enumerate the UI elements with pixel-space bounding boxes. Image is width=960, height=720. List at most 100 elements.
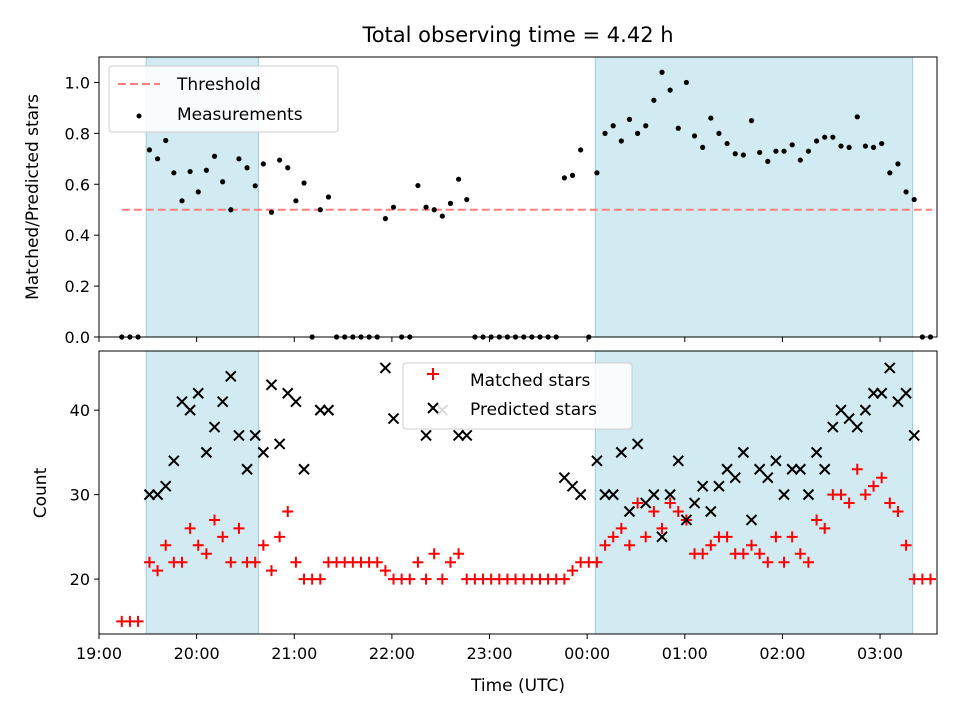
top-y-tick-label: 1.0 (65, 73, 90, 92)
matched-stars-point (892, 506, 904, 518)
measurement-point (765, 158, 771, 164)
measurement-point (602, 130, 608, 136)
predicted-stars-point (737, 446, 750, 459)
matched-stars-point (884, 497, 896, 509)
measurement-point (154, 156, 161, 162)
predicted-stars-point (200, 446, 213, 459)
measurement-point (911, 196, 917, 203)
predicted-stars-point (631, 438, 644, 450)
measurement-point (903, 189, 909, 195)
measurement-point (325, 194, 332, 200)
predicted-stars-point (875, 387, 888, 399)
bottom-x-tick-label: 02:00 (759, 644, 805, 663)
measurement-point (203, 167, 209, 173)
measurements-legend-swatch (136, 113, 142, 119)
predicted-stars-point (705, 505, 717, 518)
measurement-point (643, 123, 649, 129)
predicted-stars-point (884, 362, 896, 374)
measurement-point (220, 179, 226, 185)
predicted-stars-point (216, 395, 229, 408)
matched-stars-point (184, 522, 196, 534)
matched-stars-point (819, 522, 831, 534)
matched-stars-point (811, 514, 823, 526)
matched-stars-point (843, 497, 855, 509)
measurement-point (651, 97, 657, 103)
matched-stars-point (371, 556, 383, 568)
measurement-point (716, 130, 722, 136)
predicted-stars-point (192, 387, 204, 399)
measurement-point (854, 114, 860, 120)
measurement-point (268, 209, 275, 215)
matched-legend-label: Matched stars (470, 371, 590, 391)
predicted-stars-point (379, 362, 392, 374)
measurement-point (773, 148, 779, 154)
matched-stars-point (444, 556, 456, 568)
matched-stars-point (672, 506, 684, 518)
measurement-point (675, 125, 681, 131)
measurement-point (447, 200, 454, 206)
predicted-stars-point (713, 480, 725, 492)
matched-stars-point (265, 565, 277, 577)
measurement-point (423, 204, 429, 210)
measurement-point (163, 137, 169, 144)
matched-stars-point (737, 548, 749, 560)
measurement-point (732, 151, 738, 157)
measurement-point (895, 161, 901, 167)
matched-stars-point (859, 489, 871, 501)
matched-stars-point (160, 539, 172, 551)
predicted-stars-point (802, 488, 815, 501)
matched-stars-point (851, 463, 863, 475)
bottom-y-tick-label: 30 (70, 486, 90, 505)
measurement-point (211, 153, 218, 159)
top-y-tick-label: 0.4 (65, 226, 90, 245)
measurement-point (236, 156, 242, 162)
top-y-tick-label: 0.8 (65, 124, 90, 143)
measurement-point (195, 189, 201, 195)
matched-stars-point (558, 573, 570, 585)
matched-stars-point (436, 573, 448, 585)
matched-stars-point (420, 573, 432, 585)
matched-stars-point (591, 556, 603, 568)
measurement-point (822, 134, 828, 140)
matched-stars-point (786, 531, 798, 543)
bottom-x-tick-label: 01:00 (662, 644, 708, 663)
predicted-stars-point (249, 429, 261, 442)
predicted-stars-point (420, 429, 432, 442)
predicted-stars-point (208, 421, 221, 433)
measurement-point (724, 140, 730, 147)
predicted-stars-point (900, 387, 912, 399)
matched-stars-point (176, 556, 188, 568)
matched-stars-point (599, 539, 611, 551)
measurement-point (301, 180, 307, 186)
matched-stars-point (900, 539, 912, 551)
predicted-stars-point (273, 438, 286, 450)
matched-stars-point (705, 539, 717, 551)
matched-stars-point (152, 565, 164, 577)
predicted-stars-point (298, 463, 310, 475)
predicted-stars-point (607, 488, 619, 501)
figure-title: Total observing time = 4.42 h (361, 23, 673, 47)
predicted-stars-point (290, 395, 302, 408)
measurement-point (797, 157, 803, 163)
matched-stars-point (192, 539, 204, 551)
predicted-stars-point (168, 455, 180, 467)
predicted-stars-point (908, 429, 920, 442)
measurement-point (708, 115, 714, 121)
matched-stars-point (615, 522, 627, 534)
predicted-stars-point (591, 455, 603, 467)
matched-stars-point (640, 531, 652, 543)
predicted-stars-point (615, 446, 628, 459)
matched-stars-point (746, 539, 758, 551)
measurement-point (683, 79, 690, 86)
measurement-point (659, 69, 665, 75)
matched-stars-point (290, 556, 302, 568)
predicted-stars-point (656, 531, 668, 543)
measurement-point (382, 216, 388, 222)
measurement-point (805, 148, 812, 154)
predicted-stars-point (387, 412, 400, 425)
bottom-x-tick-label: 21:00 (271, 644, 317, 663)
measurement-point (244, 165, 250, 171)
predicted-stars-point (778, 488, 790, 501)
matched-stars-point (754, 548, 766, 560)
